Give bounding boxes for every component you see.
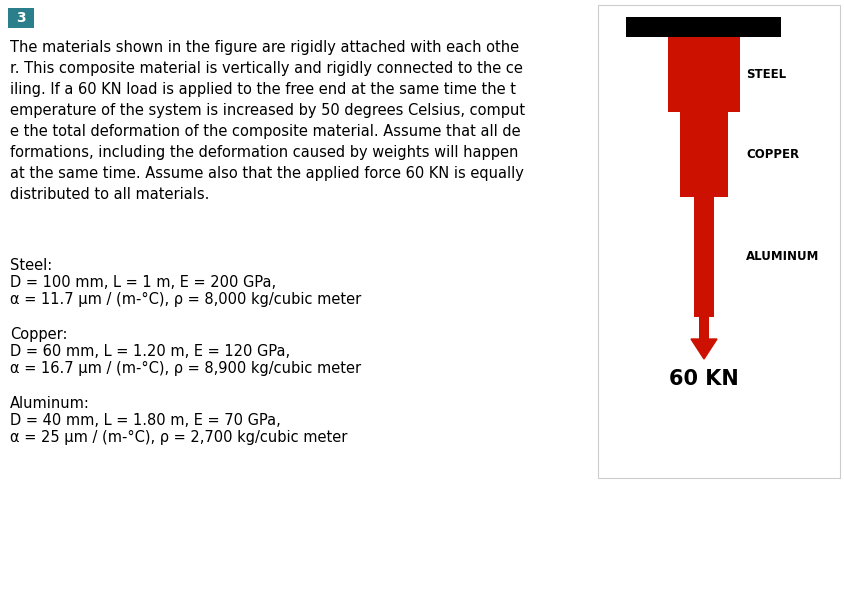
Bar <box>693 197 713 317</box>
Bar <box>679 112 728 197</box>
Text: 60 KN: 60 KN <box>668 369 738 389</box>
Text: α = 11.7 μm / (m-°C), ρ = 8,000 kg/cubic meter: α = 11.7 μm / (m-°C), ρ = 8,000 kg/cubic… <box>10 292 361 307</box>
Text: Copper:: Copper: <box>10 327 68 342</box>
Text: D = 100 mm, L = 1 m, E = 200 GPa,: D = 100 mm, L = 1 m, E = 200 GPa, <box>10 275 276 290</box>
Text: D = 60 mm, L = 1.20 m, E = 120 GPa,: D = 60 mm, L = 1.20 m, E = 120 GPa, <box>10 344 289 359</box>
Text: D = 40 mm, L = 1.80 m, E = 70 GPa,: D = 40 mm, L = 1.80 m, E = 70 GPa, <box>10 413 280 428</box>
Bar <box>668 37 739 112</box>
Text: The materials shown in the figure are rigidly attached with each othe
r. This co: The materials shown in the figure are ri… <box>10 40 524 202</box>
Text: Aluminum:: Aluminum: <box>10 396 89 411</box>
Bar <box>598 5 839 478</box>
Text: α = 16.7 μm / (m-°C), ρ = 8,900 kg/cubic meter: α = 16.7 μm / (m-°C), ρ = 8,900 kg/cubic… <box>10 361 360 376</box>
FancyBboxPatch shape <box>8 8 34 28</box>
Bar <box>698 317 708 339</box>
Bar <box>625 17 781 37</box>
Text: STEEL: STEEL <box>745 68 785 81</box>
Text: COPPER: COPPER <box>745 148 798 161</box>
Text: α = 25 μm / (m-°C), ρ = 2,700 kg/cubic meter: α = 25 μm / (m-°C), ρ = 2,700 kg/cubic m… <box>10 430 347 445</box>
Text: Steel:: Steel: <box>10 258 52 273</box>
Text: ALUMINUM: ALUMINUM <box>745 250 819 264</box>
Text: 3: 3 <box>16 11 26 25</box>
Polygon shape <box>690 339 717 359</box>
